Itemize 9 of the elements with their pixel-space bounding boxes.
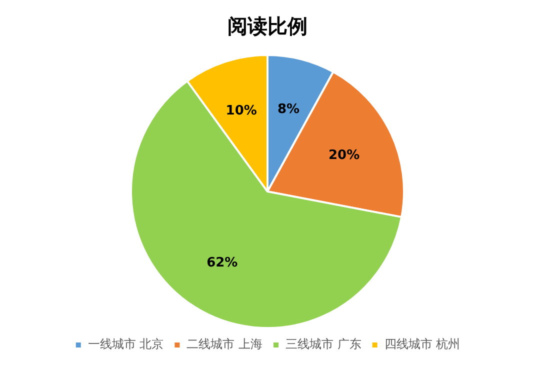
legend-label: 四线城市 杭州 (384, 337, 460, 352)
data-label: 10% (226, 103, 257, 118)
legend-label: 三线城市 广东 (286, 337, 362, 352)
legend-label: 一线城市 北京 (88, 337, 164, 352)
data-label: 8% (278, 102, 300, 117)
legend-label: 二线城市 上海 (186, 337, 263, 352)
data-label: 20% (328, 148, 360, 163)
chart-title: 阅读比例 (228, 14, 308, 38)
data-label: 62% (206, 255, 238, 270)
